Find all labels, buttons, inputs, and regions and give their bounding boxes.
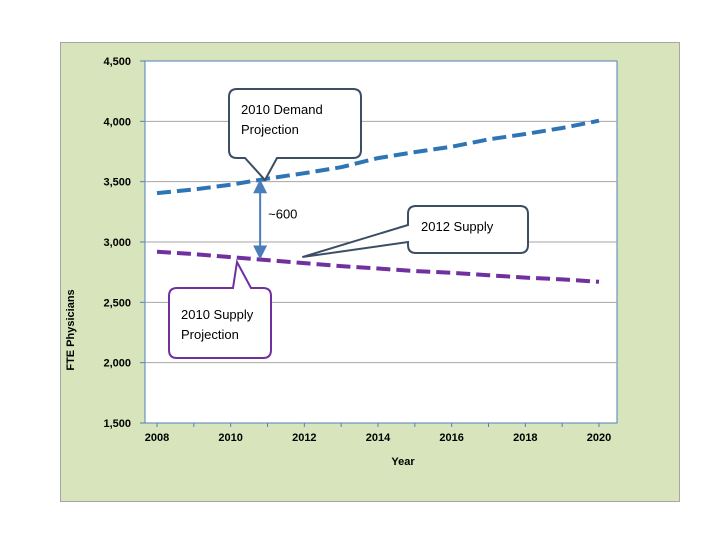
y-tick-label: 3,000 xyxy=(103,237,131,249)
supply-callout-line-1: 2010 Supply xyxy=(181,307,254,322)
y-tick-label: 4,000 xyxy=(103,116,131,128)
supply-callout-box xyxy=(168,258,272,359)
demand-callout-line-1: 2010 Demand xyxy=(241,102,323,117)
x-tick-label: 2018 xyxy=(513,432,537,444)
x-tick-label: 2016 xyxy=(439,432,463,444)
y-tick-label: 3,500 xyxy=(103,177,131,189)
x-tick-label: 2014 xyxy=(366,432,391,444)
y-tick-label: 2,000 xyxy=(103,358,131,370)
series-line xyxy=(156,118,600,196)
y-tick-label: 4,500 xyxy=(103,56,131,68)
x-tick-label: 2012 xyxy=(292,432,316,444)
y-tick-label: 2,500 xyxy=(103,297,131,309)
series-layer xyxy=(156,118,600,284)
y-tick-label: 1,500 xyxy=(103,418,131,430)
x-tick-label: 2010 xyxy=(218,432,242,444)
chart-svg: 1,500 2,000 2,500 3,000 3,500 4,000 4,500 2008… xyxy=(65,56,618,468)
annotation-layer: ~600 2010 Demand Projection 2010 Supply Proj… xyxy=(168,88,529,359)
gap-label: ~600 xyxy=(268,207,297,222)
x-axis-title: Year xyxy=(391,456,415,468)
supply-2012-callout-label: 2012 Supply xyxy=(421,219,494,234)
demand-callout-box xyxy=(228,88,362,182)
x-tick-labels: 2008 2010 2012 2014 2016 2018 2020 xyxy=(145,432,611,444)
supply-2012-callout-box xyxy=(302,205,529,259)
supply-callout-line-2: Projection xyxy=(181,327,239,342)
series-line xyxy=(156,249,600,284)
demand-callout-line-2: Projection xyxy=(241,122,299,137)
x-tick-label: 2020 xyxy=(587,432,611,444)
chart-frame: 1,500 2,000 2,500 3,000 3,500 4,000 4,500 2008… xyxy=(60,42,680,502)
y-tick-labels: 1,500 2,000 2,500 3,000 3,500 4,000 4,500 xyxy=(103,56,131,430)
y-axis-title: FTE Physicians xyxy=(65,289,77,370)
x-tick-label: 2008 xyxy=(145,432,169,444)
